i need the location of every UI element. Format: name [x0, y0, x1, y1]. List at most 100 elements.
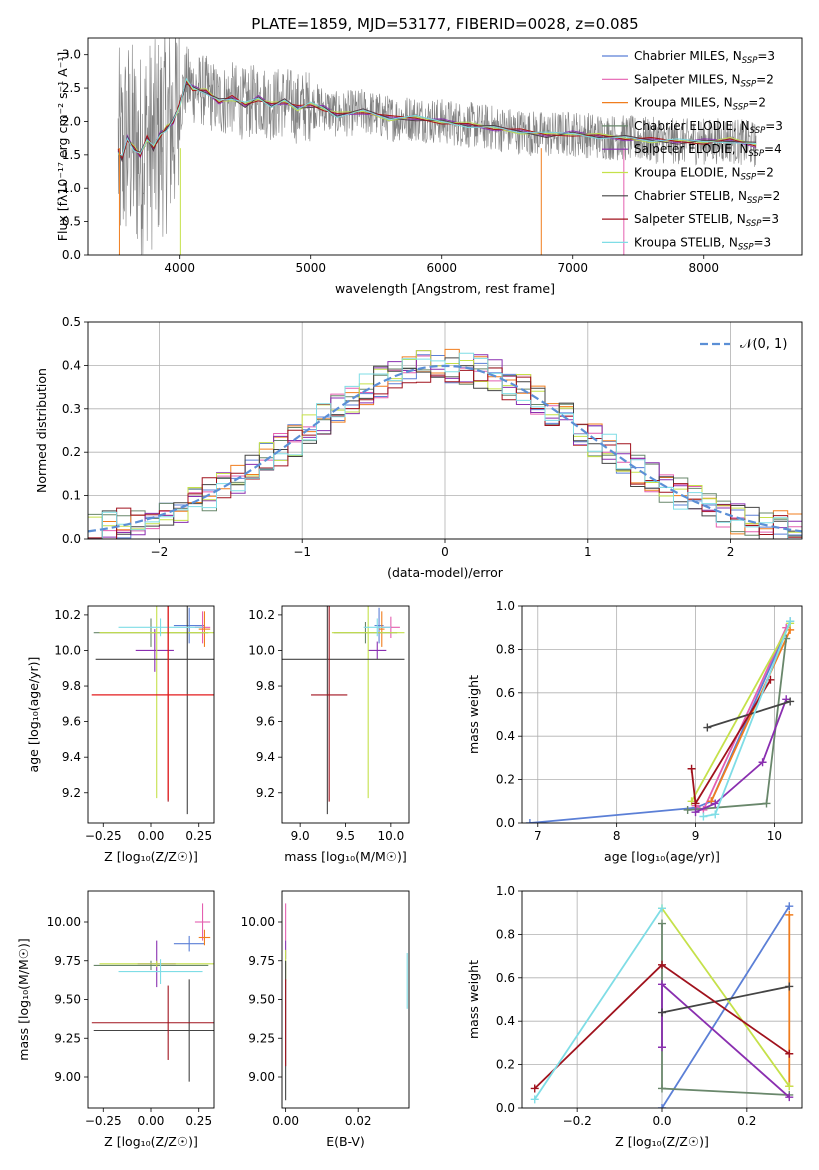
x-axis-label: Z [log₁₀(Z/Z☉)] — [104, 849, 198, 864]
x-axis-label: (data-model)/error — [387, 565, 504, 580]
y-tick-label: 0.5 — [62, 315, 81, 329]
mass-weight-marker — [658, 1084, 666, 1093]
x-tick-label: 6000 — [426, 261, 457, 275]
residual-histogram-step — [88, 352, 802, 539]
y-tick-label: 2.5 — [62, 81, 81, 95]
mass-weight-marker — [758, 758, 767, 767]
x-tick-label: 0.00 — [138, 829, 165, 843]
x-tick-label: 8 — [613, 829, 621, 843]
x-tick-label: 2 — [727, 545, 735, 559]
y-tick-label: 0.0 — [496, 1101, 515, 1115]
x-tick-label: 0.2 — [737, 1114, 756, 1128]
y-tick-label: 9.8 — [62, 679, 81, 693]
y-axis-label: Flux [fλ10⁻¹⁷ erg cm⁻² s⁻¹ A⁻¹] — [55, 52, 70, 241]
x-tick-label: −0.25 — [85, 1114, 122, 1128]
axes-frame — [281, 890, 410, 1109]
mass-weight-marker — [785, 910, 794, 919]
legend-label: Kroupa MILES, NSSP=2 — [634, 96, 766, 113]
y-tick-label: 10.00 — [241, 915, 275, 929]
y-tick-label: 9.25 — [248, 1031, 275, 1045]
x-axis-label: Z [log₁₀(Z/Z☉)] — [615, 1134, 709, 1149]
mass-weight-line — [710, 629, 792, 802]
mass-weight-marker — [785, 902, 794, 911]
panel-weight-z: −0.2 0.0 0.2 0.0 0.2 0.4 0.6 0.8 1.0 Z [log₁₀(Z/Z… — [466, 884, 803, 1149]
axes-frame — [281, 605, 410, 824]
y-tick-label: 2.0 — [62, 114, 81, 128]
mass-weight-marker — [691, 808, 700, 817]
y-tick-label: 0.5 — [62, 215, 81, 229]
panel-mass-z: −0.25 0.00 0.25 9.00 9.25 9.50 9.75 10.00 Z [log… — [16, 890, 215, 1149]
panel-mass-ebv: 0.00 0.02 9.00 9.25 9.50 9.75 10.00 E(B-V) — [241, 890, 410, 1149]
mass-weight-marker — [658, 960, 666, 969]
axes-frame — [87, 321, 803, 540]
y-tick-label: 0.4 — [496, 1014, 515, 1028]
y-tick-label: 0.8 — [496, 927, 515, 941]
residual-histogram-step — [88, 354, 802, 539]
y-tick-label: 0.6 — [496, 971, 515, 985]
y-tick-label: 1.0 — [62, 181, 81, 195]
mass-weight-marker — [658, 1104, 666, 1108]
y-tick-label: 10.2 — [54, 608, 81, 622]
mass-weight-marker — [687, 764, 696, 773]
mass-weight-line — [661, 905, 791, 1108]
y-tick-label: 0.2 — [496, 1058, 515, 1072]
x-tick-label: 9.5 — [336, 829, 355, 843]
plot-area-mass-ebv — [285, 903, 408, 1101]
x-tick-label: 0.02 — [345, 1114, 372, 1128]
plot-area-age-mass — [282, 606, 405, 815]
y-tick-label: 0.4 — [62, 358, 81, 372]
legend-label: Chabrier STELIB, NSSP=2 — [634, 189, 780, 206]
panel-age-mass: 9.0 9.5 10.0 9.2 9.4 9.6 9.8 10.0 10.2 mass [log₁… — [248, 605, 410, 864]
x-tick-label: 9 — [692, 829, 700, 843]
mass-weight-marker — [785, 1082, 794, 1091]
x-tick-label: −2 — [151, 545, 169, 559]
y-tick-label: 10.2 — [248, 608, 275, 622]
axes-frame — [87, 890, 215, 1109]
mass-weight-line — [661, 985, 790, 1014]
x-tick-label: 7 — [534, 829, 542, 843]
y-tick-label: 0.4 — [496, 729, 515, 743]
y-tick-label: 9.4 — [62, 750, 81, 764]
y-tick-label: 0.0 — [62, 532, 81, 546]
chart-title: PLATE=1859, MJD=53177, FIBERID=0028, z=0… — [251, 15, 638, 33]
residual-histogram-step — [88, 367, 802, 539]
y-tick-label: 9.2 — [256, 786, 275, 800]
mass-weight-line — [661, 907, 791, 1087]
mass-weight-marker — [711, 799, 720, 808]
x-tick-label: 0.00 — [272, 1114, 299, 1128]
legend-label: Salpeter STELIB, NSSP=3 — [634, 212, 779, 229]
y-tick-label: 1.5 — [62, 148, 81, 162]
mass-weight-marker — [658, 980, 666, 989]
mass-weight-line — [690, 622, 791, 802]
y-tick-label: 9.50 — [248, 993, 275, 1007]
mass-weight-line — [695, 698, 788, 813]
mass-weight-marker — [786, 617, 795, 626]
mass-weight-marker — [762, 799, 771, 808]
legend: Chabrier MILES, NSSP=3 Salpeter MILES, NS… — [602, 49, 783, 252]
legend-label: Chabrier MILES, NSSP=3 — [634, 49, 775, 66]
observed-spectrum-line — [117, 38, 757, 255]
y-tick-label: 0.0 — [62, 248, 81, 262]
x-axis-label: age [log₁₀(age/yr)] — [604, 849, 720, 864]
x-tick-label: −0.2 — [563, 1114, 592, 1128]
plot-area-weight-z — [530, 902, 794, 1108]
legend-label: Kroupa STELIB, NSSP=3 — [634, 235, 771, 252]
legend-label: 𝒩(0, 1) — [740, 337, 787, 352]
x-tick-label: 4000 — [164, 261, 195, 275]
x-tick-label: 10.0 — [377, 829, 404, 843]
y-tick-label: 10.00 — [47, 915, 81, 929]
y-axis-label: mass weight — [466, 960, 481, 1039]
y-tick-label: 9.2 — [62, 786, 81, 800]
y-tick-label: 10.0 — [248, 643, 275, 657]
plot-area-spectrum — [117, 38, 757, 255]
y-tick-label: 1.0 — [496, 599, 515, 613]
y-tick-label: 9.25 — [54, 1031, 81, 1045]
plot-area-mass-z — [91, 903, 214, 1082]
mass-weight-marker — [525, 819, 534, 823]
y-tick-label: 10.0 — [54, 643, 81, 657]
legend-label: Salpeter ELODIE, NSSP=4 — [634, 142, 782, 159]
y-tick-label: 0.8 — [496, 642, 515, 656]
plot-area-weight-age — [525, 617, 795, 823]
y-tick-label: 0.2 — [496, 773, 515, 787]
mass-weight-marker — [785, 1093, 794, 1102]
